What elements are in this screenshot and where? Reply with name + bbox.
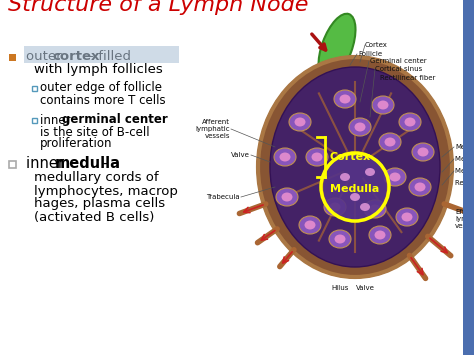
Text: hages, plasma cells: hages, plasma cells [34,197,165,211]
Text: Trabecula: Trabecula [206,194,240,200]
Ellipse shape [409,178,431,196]
Ellipse shape [274,148,296,166]
Ellipse shape [280,153,291,162]
Ellipse shape [360,203,370,211]
Ellipse shape [319,14,356,80]
Ellipse shape [289,113,311,131]
Text: outer: outer [26,49,66,62]
Text: cortex: cortex [52,49,100,62]
Bar [230,5,460,325]
Ellipse shape [364,200,386,218]
Text: with lymph follicles: with lymph follicles [34,62,163,76]
Text: - filled: - filled [85,49,131,62]
Text: inner: inner [26,155,69,170]
Ellipse shape [355,122,365,131]
Ellipse shape [404,118,416,126]
Ellipse shape [329,230,351,248]
Bar [9,161,16,168]
Ellipse shape [379,133,401,151]
Ellipse shape [399,113,421,131]
Bar [32,86,37,91]
Text: Hilus: Hilus [331,285,349,291]
Text: Cortical sinus: Cortical sinus [375,66,422,72]
Text: contains more T cells: contains more T cells [40,93,165,106]
Text: Medullary sinus: Medullary sinus [455,168,474,174]
Ellipse shape [304,220,316,229]
Ellipse shape [372,96,394,114]
Ellipse shape [377,100,389,109]
Ellipse shape [276,188,298,206]
Text: outer edge of follicle: outer edge of follicle [40,82,162,94]
Ellipse shape [294,118,306,126]
Text: Medulla: Medulla [455,144,474,150]
Text: medullary cords of: medullary cords of [34,171,159,185]
Text: inner: inner [40,114,74,126]
Ellipse shape [396,208,418,226]
Ellipse shape [322,152,388,222]
Text: vessels: vessels [455,223,474,229]
Bar [9,54,16,61]
Bar [24,46,179,63]
Ellipse shape [324,198,346,216]
Ellipse shape [414,182,426,191]
Text: Cortex: Cortex [365,42,388,48]
Text: Follicle: Follicle [358,51,382,57]
Ellipse shape [350,193,360,201]
Text: Efferent: Efferent [455,209,474,215]
Text: Reticular fiber: Reticular fiber [455,180,474,186]
Ellipse shape [329,202,340,212]
Text: Afferent: Afferent [202,119,230,125]
Ellipse shape [270,67,440,267]
Ellipse shape [311,153,322,162]
Text: Structure of a Lymph Node: Structure of a Lymph Node [8,0,309,15]
Ellipse shape [258,57,452,277]
Text: -: - [98,155,108,170]
Ellipse shape [339,94,350,104]
Ellipse shape [384,168,406,186]
Ellipse shape [390,173,401,181]
Bar [463,0,474,355]
Text: lymphatic: lymphatic [455,216,474,222]
Ellipse shape [370,204,381,213]
Text: (activated B cells): (activated B cells) [34,211,155,224]
Ellipse shape [401,213,412,222]
Ellipse shape [299,216,321,234]
Ellipse shape [334,90,356,108]
Ellipse shape [369,226,391,244]
Text: Medulla: Medulla [330,184,380,194]
Ellipse shape [418,147,428,157]
Text: lymphocytes, macrop: lymphocytes, macrop [34,185,178,197]
Text: is the site of B-cell: is the site of B-cell [40,126,150,138]
Text: Cortex: Cortex [330,152,371,162]
Ellipse shape [374,230,385,240]
Text: Rectilinear fiber: Rectilinear fiber [380,75,436,81]
Text: vessels: vessels [204,133,230,139]
Text: germinal center: germinal center [62,114,168,126]
Ellipse shape [349,118,371,136]
Ellipse shape [365,168,375,176]
Text: Germinal center: Germinal center [370,58,427,64]
Ellipse shape [340,173,350,181]
Bar [32,118,37,123]
Text: lymphatic: lymphatic [195,126,230,132]
Text: Valve: Valve [356,285,374,291]
Ellipse shape [282,192,292,202]
Ellipse shape [412,143,434,161]
Ellipse shape [384,137,395,147]
Text: proliferation: proliferation [40,137,112,151]
Text: medulla: medulla [55,155,121,170]
Text: Valve: Valve [231,152,250,158]
Ellipse shape [335,235,346,244]
Text: Medullary cord: Medullary cord [455,156,474,162]
Ellipse shape [306,148,328,166]
